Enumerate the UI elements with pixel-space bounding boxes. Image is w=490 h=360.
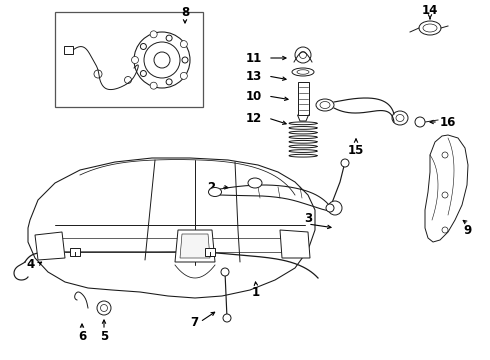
Text: 2: 2 (207, 180, 215, 194)
Ellipse shape (396, 114, 404, 122)
Text: 16: 16 (440, 116, 456, 129)
Text: 7: 7 (190, 315, 198, 328)
Circle shape (150, 31, 157, 38)
Circle shape (180, 41, 187, 48)
Polygon shape (180, 234, 210, 258)
Ellipse shape (316, 99, 334, 111)
Text: 4: 4 (27, 258, 35, 271)
Bar (55, 12, 203, 107)
Text: 15: 15 (348, 144, 364, 157)
Circle shape (442, 152, 448, 158)
Circle shape (341, 159, 349, 167)
Circle shape (100, 305, 107, 311)
Circle shape (295, 47, 311, 63)
Text: 3: 3 (304, 212, 312, 225)
Circle shape (221, 268, 229, 276)
Ellipse shape (320, 102, 330, 108)
Circle shape (154, 52, 170, 68)
Text: 13: 13 (246, 69, 262, 82)
Circle shape (144, 42, 180, 78)
Circle shape (131, 57, 139, 63)
Text: 8: 8 (181, 5, 189, 18)
Ellipse shape (292, 68, 314, 76)
Text: 10: 10 (246, 90, 262, 103)
Text: 6: 6 (78, 329, 86, 342)
Ellipse shape (419, 21, 441, 35)
Polygon shape (280, 230, 310, 258)
Text: 14: 14 (422, 4, 438, 17)
Circle shape (141, 44, 147, 49)
Text: 1: 1 (252, 285, 260, 298)
Polygon shape (175, 230, 215, 262)
Text: 11: 11 (246, 51, 262, 64)
Ellipse shape (392, 111, 408, 125)
Ellipse shape (209, 188, 221, 197)
Circle shape (182, 57, 188, 63)
Bar (70, 248, 80, 256)
Circle shape (326, 204, 334, 212)
Circle shape (442, 227, 448, 233)
Ellipse shape (423, 24, 437, 32)
Text: 9: 9 (464, 224, 472, 237)
Circle shape (97, 301, 111, 315)
Bar (64, 46, 73, 54)
Polygon shape (425, 135, 468, 242)
Circle shape (134, 32, 190, 88)
Circle shape (328, 201, 342, 215)
Circle shape (150, 82, 157, 89)
Ellipse shape (297, 70, 309, 74)
Polygon shape (35, 232, 65, 260)
Circle shape (223, 314, 231, 322)
Circle shape (442, 192, 448, 198)
Circle shape (166, 79, 172, 85)
Bar (205, 248, 215, 256)
Circle shape (299, 51, 307, 59)
Ellipse shape (248, 178, 262, 188)
Text: 12: 12 (246, 112, 262, 125)
Circle shape (180, 72, 187, 79)
Bar (297, 82, 309, 115)
Circle shape (166, 35, 172, 41)
Circle shape (415, 117, 425, 127)
Polygon shape (28, 158, 315, 298)
Text: 5: 5 (100, 329, 108, 342)
Circle shape (141, 71, 147, 77)
